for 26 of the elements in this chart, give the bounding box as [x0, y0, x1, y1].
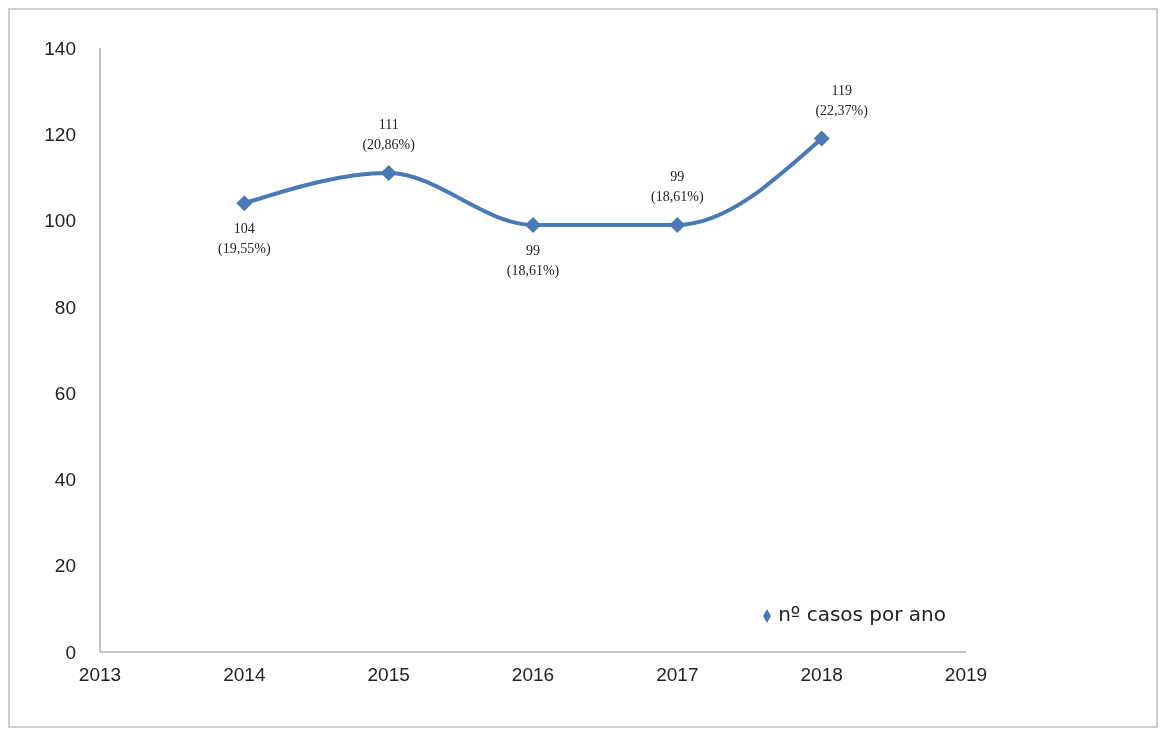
- point: [380, 165, 397, 182]
- y-tick-label: 120: [44, 124, 76, 146]
- data-label: 104 (19,55%): [218, 221, 271, 258]
- x-tick-label: 2016: [511, 664, 555, 686]
- data-label: 119 (22,37%): [815, 82, 869, 119]
- point: [525, 216, 541, 233]
- x-tick-label: 2015: [367, 664, 410, 686]
- y-tick-label: 20: [54, 555, 76, 577]
- y-tick-label: 60: [54, 382, 76, 404]
- point: [236, 195, 253, 212]
- point: [813, 130, 830, 147]
- point: [669, 216, 686, 233]
- x-tick-label: 2013: [78, 664, 122, 686]
- y-tick-label: 140: [44, 37, 76, 59]
- y-tick-label: 0: [65, 641, 76, 663]
- legend-label: nº casos por ano: [778, 602, 946, 626]
- x-tick-label: 2019: [944, 664, 988, 686]
- x-tick-label: 2018: [800, 664, 843, 686]
- y-tick-label: 40: [54, 469, 76, 491]
- data-label: 99 (18,61%): [506, 242, 560, 279]
- x-tick-label: 2014: [223, 664, 266, 686]
- y-tick-label: 100: [44, 210, 76, 232]
- data-label: 111 (20,86%): [362, 117, 416, 154]
- x-tick-label: 2017: [656, 664, 699, 686]
- y-tick-label: 80: [54, 296, 76, 318]
- data-label: 99 (18,61%): [651, 168, 704, 205]
